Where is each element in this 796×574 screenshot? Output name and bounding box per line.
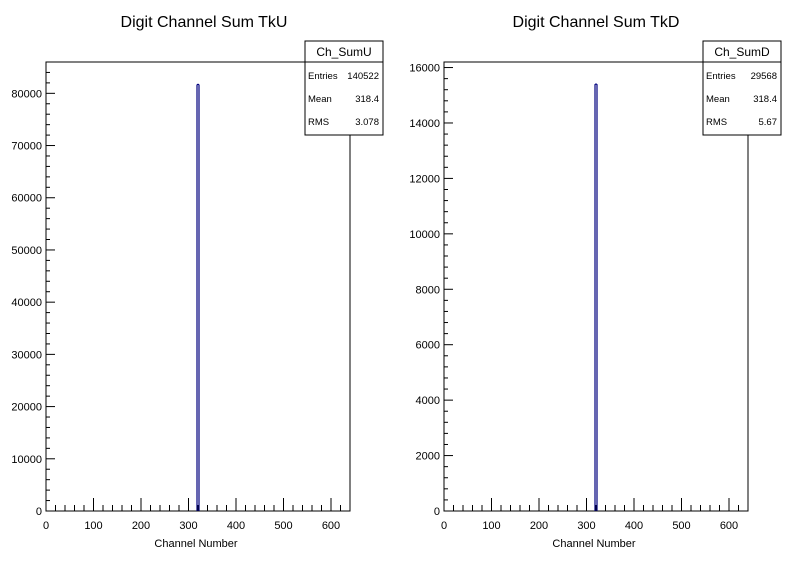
y-tick-label: 12000 [409, 173, 440, 185]
y-tick-label: 70000 [11, 141, 42, 153]
x-tick-label: 600 [720, 520, 738, 532]
y-tick-label: 50000 [11, 245, 42, 257]
stats-box: Ch_SumU Entries 140522 Mean 318.4 RMS 3.078 [304, 40, 384, 136]
y-tick-label: 14000 [409, 118, 440, 130]
x-tick-label: 100 [84, 520, 102, 532]
stats-row-label: Entries [706, 71, 736, 82]
y-tick-label: 10000 [11, 454, 42, 466]
stats-box: Ch_SumD Entries 29568 Mean 318.4 RMS 5.67 [702, 40, 782, 136]
y-tick-label: 6000 [416, 340, 440, 352]
x-tick-label: 300 [179, 520, 197, 532]
x-axis-label: Channel Number [154, 538, 237, 550]
histogram-panel-1: Digit Channel Sum TkU 0 100 200 300 400 500 600… [11, 14, 384, 550]
y-tick-label: 60000 [11, 193, 42, 205]
x-tick-label: 200 [132, 520, 150, 532]
stats-row-label: Entries [308, 71, 338, 82]
x-tick-label: 200 [530, 520, 548, 532]
x-tick-label: 500 [672, 520, 690, 532]
y-tick-label: 20000 [11, 402, 42, 414]
x-axis-label: Channel Number [552, 538, 635, 550]
y-tick-label: 0 [434, 506, 440, 518]
x-tick-label: 400 [625, 520, 643, 532]
chart-title: Digit Channel Sum TkU [121, 14, 288, 31]
histogram-panel-2: Digit Channel Sum TkD 0 100 200 300 400 500 600… [409, 14, 782, 550]
y-tick-label: 2000 [416, 451, 440, 463]
x-tick-label: 600 [322, 520, 340, 532]
x-tick-label: 400 [227, 520, 245, 532]
y-tick-label: 0 [36, 506, 42, 518]
y-tick-label: 80000 [11, 88, 42, 100]
stats-row-value: 5.67 [759, 117, 778, 128]
stats-row-value: 318.4 [753, 94, 777, 105]
stats-row-label: RMS [308, 117, 329, 128]
y-tick-label: 40000 [11, 297, 42, 309]
stats-row-value: 318.4 [355, 94, 379, 105]
x-tick-label: 0 [441, 520, 447, 532]
x-tick-label: 100 [482, 520, 500, 532]
stats-box-name: Ch_SumU [316, 45, 371, 59]
stats-box-frame [702, 40, 782, 136]
stats-box-name: Ch_SumD [714, 45, 770, 59]
stats-box-frame [304, 40, 384, 136]
x-tick-label: 0 [43, 520, 49, 532]
stats-row-value: 140522 [347, 71, 379, 82]
y-tick-label: 8000 [416, 284, 440, 296]
stats-row-value: 29568 [751, 71, 777, 82]
stats-row-label: Mean [308, 94, 332, 105]
y-tick-label: 30000 [11, 349, 42, 361]
x-tick-label: 500 [274, 520, 292, 532]
plot-frame [443, 61, 749, 512]
plot-frame [45, 61, 351, 512]
y-tick-label: 10000 [409, 229, 440, 241]
stats-row-label: Mean [706, 94, 730, 105]
y-tick-label: 16000 [409, 63, 440, 75]
stats-row-label: RMS [706, 117, 727, 128]
chart-title: Digit Channel Sum TkD [513, 14, 680, 31]
x-tick-label: 300 [577, 520, 595, 532]
stats-row-value: 3.078 [355, 117, 379, 128]
y-tick-label: 4000 [416, 395, 440, 407]
